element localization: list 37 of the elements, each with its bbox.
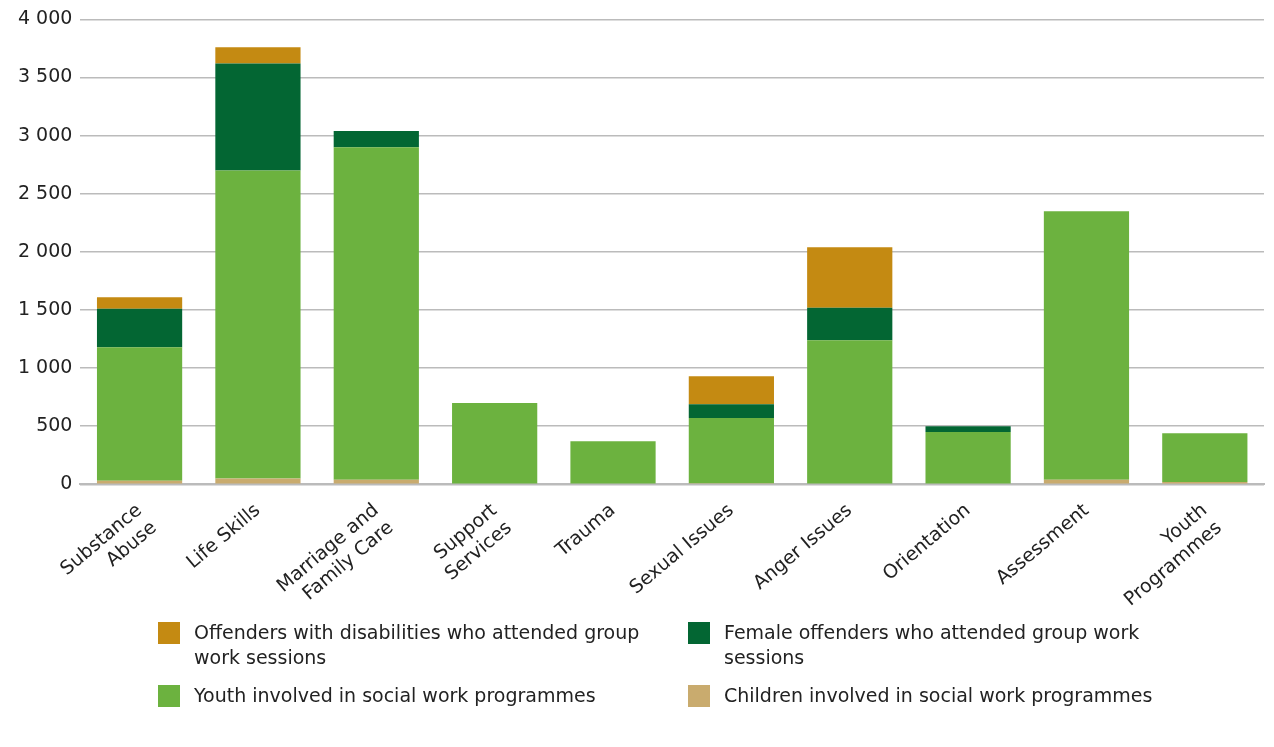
bar	[925, 432, 1011, 484]
bar	[570, 441, 656, 484]
bar	[333, 130, 419, 148]
bar	[333, 147, 419, 480]
y-tick-label: 0	[60, 471, 73, 494]
bar	[96, 308, 183, 348]
bar	[925, 426, 1011, 433]
bar	[1043, 479, 1130, 484]
y-tick-label: 1 000	[17, 355, 73, 378]
bar	[807, 307, 893, 341]
legend-label: Children involved in social work programmes	[724, 683, 1153, 709]
bar	[688, 376, 774, 405]
bar	[215, 170, 301, 479]
legend-label: Offenders with disabilities who attended group work sessions	[194, 620, 641, 670]
bar	[807, 247, 893, 308]
bar	[215, 478, 301, 484]
bar	[807, 340, 893, 484]
bar	[1162, 433, 1248, 483]
bar	[96, 480, 183, 484]
legend-label: Female offenders who attended group work sessions	[724, 620, 1141, 670]
bar	[688, 404, 774, 419]
bar	[1043, 211, 1130, 480]
legend-label: Youth involved in social work programmes	[194, 683, 596, 709]
bar	[333, 479, 419, 484]
bar	[688, 418, 774, 484]
bar	[215, 63, 301, 171]
y-tick-label: 2 500	[17, 180, 73, 203]
bar	[215, 47, 301, 64]
y-tick-label: 2 000	[17, 238, 73, 261]
bar	[96, 297, 183, 309]
y-tick-label: 4 000	[17, 6, 73, 29]
bar	[452, 402, 538, 484]
y-tick-label: 3 500	[17, 64, 73, 87]
y-tick-label: 500	[36, 413, 73, 436]
bar	[96, 347, 183, 481]
y-tick-label: 1 500	[17, 296, 73, 319]
y-tick-label: 3 000	[17, 122, 73, 145]
